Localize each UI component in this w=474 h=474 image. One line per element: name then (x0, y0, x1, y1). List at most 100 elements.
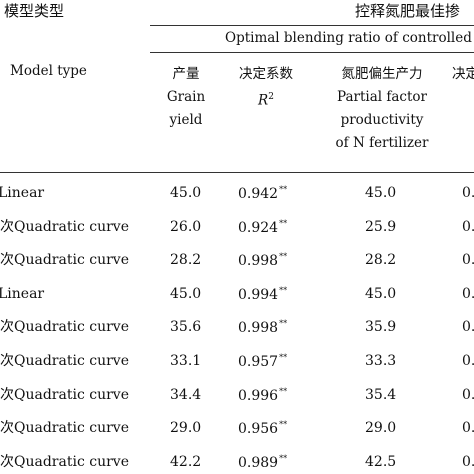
model-type-cell-value: Linear (0, 185, 45, 201)
r2-cell-value: 0.956 (238, 421, 279, 438)
r2-second-cell-value: 0. (462, 285, 474, 302)
pfp-label-zh: 氮肥偏生产力 (341, 66, 423, 82)
r2-cell-value: 0.957 (238, 354, 279, 370)
blending-ratio-header-en: Optimal blending ratio of controlled (225, 30, 472, 46)
grain-yield-cell-value: 26.0 (170, 218, 202, 235)
grain-yield-label-en-1: Grain (166, 89, 206, 105)
r2-cell: 0.924** (238, 219, 287, 236)
r2-cell: 0.989** (238, 453, 288, 471)
pfp-cell-value: 45.0 (365, 185, 397, 201)
pfp-cell: 45.0 (365, 186, 396, 200)
r2-cell: 0.998** (238, 320, 287, 337)
significance-mark: ** (279, 453, 288, 463)
model-type-cell: 二次Quadratic curve (0, 220, 129, 234)
r2-cell: 0.957** (238, 353, 288, 370)
r2-second-cell: 0. (462, 220, 474, 234)
pfp-label-en-1: Partial factor (337, 89, 427, 105)
model-type-cell-value: 二次Quadratic curve (0, 386, 129, 403)
pfp-label-en-3: of N fertilizer (335, 135, 429, 151)
r2-second-cell-value: 0. (462, 185, 474, 201)
r2-second-cell: 0. (462, 354, 474, 368)
r2-second-cell: 0. (462, 287, 474, 301)
r2-second-cell-value: 0. (462, 386, 474, 403)
r2-cell: 0.956** (238, 420, 288, 438)
r2-second-cell-value: 0. (462, 453, 474, 470)
r2-second-cell-value: 0. (462, 353, 474, 369)
model-type-cell-value: 二次Quadratic curve (0, 319, 129, 336)
r2-cell: 0.942** (238, 185, 288, 202)
grain-yield-cell-value: 45.0 (170, 285, 202, 302)
r2-letter: R (258, 92, 269, 109)
grain-yield-cell: 33.1 (170, 354, 201, 368)
r2-second-label-zh: 决定 (452, 66, 474, 82)
r2-second-cell: 0. (462, 320, 474, 334)
model-type-cell: 二次Quadratic curve (0, 388, 129, 402)
grain-yield-label-zh: 产量 (172, 66, 200, 82)
pfp-cell: 35.9 (365, 320, 396, 334)
significance-mark: ** (279, 386, 288, 396)
column-header-r2-second: 决定 (452, 63, 474, 86)
model-type-cell-value: 二次Quadratic curve (0, 353, 129, 369)
r2-second-cell: 0. (462, 421, 474, 435)
pfp-cell-value: 35.4 (365, 386, 397, 403)
grain-yield-cell: 26.0 (170, 220, 201, 234)
grain-yield-cell: 42.2 (170, 455, 201, 469)
model-type-cell: Linear (0, 287, 44, 301)
grain-yield-cell: 45.0 (170, 186, 201, 200)
pfp-cell: 35.4 (365, 388, 396, 402)
model-type-header-zh: 模型类型 (4, 2, 65, 20)
pfp-cell-value: 28.2 (365, 252, 397, 269)
grain-yield-cell: 35.6 (170, 320, 201, 334)
model-type-cell: 二次Quadratic curve (0, 320, 129, 334)
pfp-cell-value: 33.3 (365, 353, 397, 369)
r2-cell-value: 0.998 (238, 253, 279, 270)
grain-yield-cell: 45.0 (170, 287, 201, 301)
r2-cell-value: 0.989 (238, 454, 279, 471)
grain-yield-cell: 29.0 (170, 421, 201, 435)
model-type-cell: 二次Quadratic curve (0, 253, 129, 267)
significance-mark: ** (279, 420, 288, 430)
header-rule-top (150, 25, 474, 26)
grain-yield-cell: 34.4 (170, 388, 201, 402)
pfp-cell-value: 29.0 (365, 420, 397, 437)
significance-mark: ** (279, 353, 288, 362)
model-type-cell: 二次Quadratic curve (0, 354, 129, 368)
pfp-cell: 29.0 (365, 421, 396, 435)
grain-yield-cell: 28.2 (170, 253, 201, 267)
pfp-cell: 45.0 (365, 287, 396, 301)
r2-cell-value: 0.924 (238, 219, 279, 236)
pfp-label-en-2: productivity (340, 112, 424, 128)
r2-cell-value: 0.998 (238, 320, 279, 337)
r2-label-zh: 决定系数 (239, 66, 293, 82)
grain-yield-cell-value: 34.4 (170, 386, 202, 403)
header-rule-bottom (0, 172, 474, 173)
grain-yield-cell-value: 28.2 (170, 252, 202, 269)
significance-mark: ** (279, 285, 288, 295)
grain-yield-cell-value: 42.2 (170, 453, 202, 470)
pfp-cell: 25.9 (365, 220, 396, 234)
pfp-cell: 28.2 (365, 253, 396, 267)
significance-mark: ** (279, 252, 288, 262)
r2-second-cell-value: 0. (462, 420, 474, 437)
model-type-cell: Linear (0, 186, 44, 200)
model-type-cell-value: 二次Quadratic curve (0, 218, 129, 235)
pfp-cell: 42.5 (365, 455, 396, 469)
model-type-cell-value: 二次Quadratic curve (0, 420, 129, 437)
blending-ratio-header-zh: 控释氮肥最佳掺 (355, 2, 461, 20)
column-header-r2: 决定系数 R2 (225, 63, 307, 109)
r2-exponent: 2 (268, 92, 274, 102)
model-type-cell-value: Linear (0, 285, 45, 302)
r2-symbol: R2 (225, 86, 307, 109)
r2-cell: 0.998** (238, 252, 288, 270)
grain-yield-cell-value: 35.6 (170, 319, 202, 336)
r2-second-cell: 0. (462, 455, 474, 469)
r2-cell-value: 0.996 (238, 387, 279, 404)
model-type-cell-value: 二次Quadratic curve (0, 252, 129, 269)
column-header-pfp: 氮肥偏生产力 Partial factor productivity of N … (322, 63, 442, 155)
grain-yield-label-en-2: yield (169, 112, 203, 128)
pfp-cell-value: 45.0 (365, 285, 397, 302)
r2-cell: 0.994** (238, 285, 288, 302)
pfp-cell-value: 35.9 (365, 319, 397, 336)
r2-second-cell: 0. (462, 253, 474, 267)
significance-mark: ** (279, 185, 288, 194)
